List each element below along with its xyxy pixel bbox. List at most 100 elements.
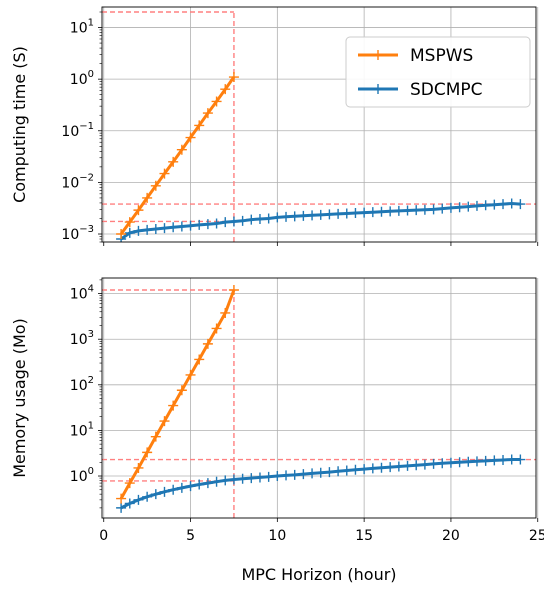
data-point [263, 471, 274, 482]
data-point [211, 476, 222, 487]
data-point [454, 202, 465, 213]
y-tick-label: 101 [70, 18, 94, 37]
data-point [150, 180, 161, 191]
data-point [272, 212, 283, 223]
data-point [263, 213, 274, 224]
data-point [281, 470, 292, 481]
data-point [176, 385, 187, 396]
data-point [437, 458, 448, 469]
x-tick-label: 15 [355, 528, 373, 544]
data-point [237, 473, 248, 484]
data-point [142, 447, 153, 458]
data-point [211, 96, 222, 107]
data-point [116, 502, 127, 513]
data-point [333, 208, 344, 219]
data-point [185, 369, 196, 380]
data-point [480, 455, 491, 466]
data-point [315, 467, 326, 478]
x-tick-label: 0 [99, 528, 108, 544]
plot-frame [101, 6, 537, 243]
data-point [211, 323, 222, 334]
data-point [428, 204, 439, 215]
y-tick-label: 104 [70, 284, 94, 303]
data-point [445, 457, 456, 468]
data-point [133, 462, 144, 473]
y-tick-label: 10−1 [61, 121, 94, 140]
data-point [194, 120, 205, 131]
data-point [411, 205, 422, 216]
data-point [133, 205, 144, 216]
series-sdcmpc [116, 454, 526, 513]
data-point [237, 215, 248, 226]
data-point [150, 224, 161, 235]
data-point [376, 462, 387, 473]
data-point [194, 219, 205, 230]
data-point [385, 206, 396, 217]
data-point [150, 489, 161, 500]
data-point [228, 285, 239, 296]
data-point [463, 201, 474, 212]
data-point [289, 211, 300, 222]
data-point [176, 482, 187, 493]
data-point [315, 209, 326, 220]
data-point [402, 460, 413, 471]
data-point [159, 223, 170, 234]
y-tick-label: 100 [70, 466, 94, 485]
data-point [515, 199, 526, 210]
data-point [133, 225, 144, 236]
data-point [506, 454, 517, 465]
data-point [324, 209, 335, 220]
data-point [159, 486, 170, 497]
legend: MSPWS SDCMPC [345, 36, 531, 108]
x-axis-label: MPC Horizon (hour) [241, 565, 396, 584]
data-point [246, 473, 257, 484]
data-point [393, 461, 404, 472]
y-axis-label: Memory usage (Mo) [10, 318, 29, 478]
data-point [428, 458, 439, 469]
data-point [194, 354, 205, 365]
data-point [133, 494, 144, 505]
data-point [506, 198, 517, 209]
data-point [228, 474, 239, 485]
data-point [202, 478, 213, 489]
data-point [480, 200, 491, 211]
x-tick-label: 20 [442, 528, 460, 544]
data-point [350, 208, 361, 219]
reference-lines [102, 11, 536, 242]
data-point [307, 468, 318, 479]
data-point [220, 217, 231, 228]
data-point [359, 207, 370, 218]
data-point [228, 216, 239, 227]
data-point [220, 84, 231, 95]
data-point [463, 456, 474, 467]
computing-time-panel: 10−3 10−2 10−1 100 101 Computing time (S) MSPW… [10, 6, 539, 246]
data-point [359, 464, 370, 475]
data-point [159, 416, 170, 427]
data-point [220, 475, 231, 486]
reference-lines [102, 289, 536, 518]
y-tick-label: 102 [70, 375, 94, 394]
legend-label: SDCMPC [410, 80, 483, 100]
data-point [246, 214, 257, 225]
data-point [168, 484, 179, 495]
data-point [341, 465, 352, 476]
data-point [307, 210, 318, 221]
data-point [116, 229, 127, 240]
series-line-mspws [119, 289, 236, 500]
legend-marker [373, 50, 383, 60]
data-point [168, 156, 179, 167]
data-point [176, 221, 187, 232]
data-point [202, 108, 213, 119]
data-point [142, 192, 153, 203]
data-point [194, 479, 205, 490]
y-tick-label: 10−3 [61, 224, 94, 243]
data-point [489, 455, 500, 466]
data-point [220, 307, 231, 318]
data-point [341, 208, 352, 219]
y-tick-label: 103 [70, 329, 94, 348]
data-point [445, 202, 456, 213]
data-point [281, 211, 292, 222]
data-point [376, 206, 387, 217]
data-point [289, 469, 300, 480]
